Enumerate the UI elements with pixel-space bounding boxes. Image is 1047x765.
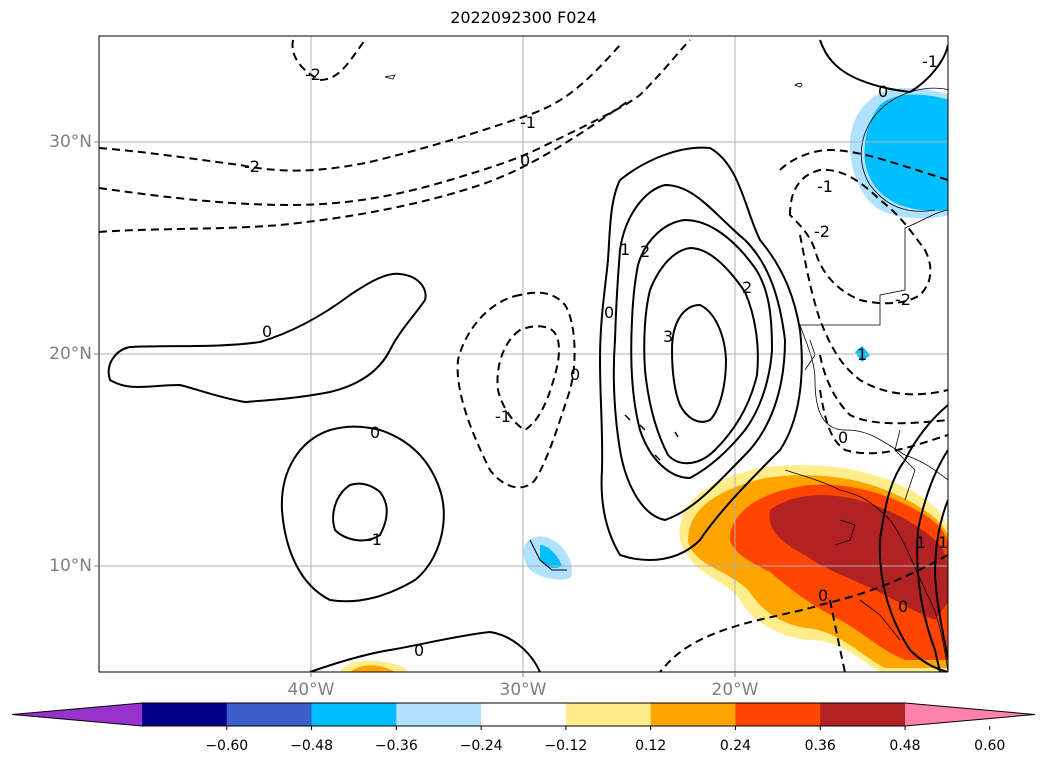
colorbar-tick-label: −0.48 [290, 738, 333, 754]
colorbar-segment [226, 703, 313, 726]
colorbar-tick-label: 0.12 [635, 738, 667, 754]
axis-ticks [94, 141, 736, 677]
contour-label: 0 [370, 423, 380, 442]
contour-label: -1 [922, 52, 938, 71]
contour-label: 1 [620, 240, 630, 259]
contour-label: -1 [495, 407, 511, 426]
contour-label: 3 [663, 327, 673, 346]
zero-positive-contours [107, 39, 948, 672]
contour-label: 1 [916, 533, 926, 552]
lon-label-30w: 30°W [499, 680, 547, 700]
colorbar-extend-low [12, 703, 142, 726]
colorbar-segment [565, 703, 652, 726]
contour-label: 1 [938, 533, 948, 552]
colorbar-tick-label: 0.48 [889, 738, 921, 754]
shade-neg-small-b [540, 545, 562, 568]
colorbar-segment [820, 703, 906, 726]
contour-label: 2 [640, 242, 650, 261]
contour-label: -2 [305, 65, 321, 84]
contour-label: -1 [366, 530, 382, 549]
contour-label: 0 [262, 322, 272, 341]
shade-0.48 [769, 495, 948, 620]
contour-label: 0 [818, 586, 828, 605]
plot-area [99, 36, 948, 672]
colorbar-segment [735, 703, 821, 726]
colorbar-outline [11, 702, 1036, 727]
contour-labels: -2 -2 -1 0 -1 0 -2 -1 -2 0 1 0 0 0 -1 0 … [244, 52, 948, 660]
contour-label: 0 [570, 365, 580, 384]
contour-label: 0 [878, 82, 888, 101]
contour-label: -2 [895, 290, 911, 309]
contour-label: -2 [244, 157, 260, 176]
colorbar-tick-label: −0.36 [374, 738, 418, 754]
lon-label-20w: 20°W [711, 680, 759, 700]
colorbar-tick-label: −0.24 [459, 738, 503, 754]
colorbar-tick-label: 0.60 [974, 738, 1006, 754]
contour-label: 0 [838, 428, 848, 447]
contour-label: 0 [604, 303, 614, 322]
contour-label: 2 [742, 278, 752, 297]
colorbar-segment [142, 703, 228, 726]
shade-0.24-small [350, 665, 395, 672]
colorbar-tick-label: 0.24 [719, 738, 752, 754]
contour-label: -2 [814, 222, 830, 241]
contour-label: 0 [414, 641, 424, 660]
negative-contours [99, 39, 948, 672]
negative-anomaly-shading [523, 88, 948, 580]
lat-label-10n: 10°N [49, 556, 92, 576]
lon-label-40w: 40°W [287, 680, 335, 700]
contour-label: -1 [520, 113, 536, 132]
map-title: 2022092300 F024 [450, 8, 597, 27]
colorbar-extend-high [905, 703, 1035, 726]
colorbar-segment [650, 703, 736, 726]
colorbar-segment [396, 703, 482, 726]
colorbar-segment [311, 703, 397, 726]
colorbar-tick-label: −0.60 [205, 738, 249, 754]
graticule [99, 36, 948, 672]
contour-label: -1 [817, 177, 833, 196]
colorbar-segment [481, 703, 567, 726]
lat-label-20n: 20°N [49, 344, 92, 364]
shade-neg-0.24 [864, 94, 948, 211]
contour-label: 1 [857, 345, 867, 364]
colorbar-tick-label: −0.12 [544, 738, 588, 754]
colorbar-tick-label: 0.36 [804, 738, 836, 754]
contour-label: 0 [520, 151, 530, 170]
lat-label-30n: 30°N [49, 132, 92, 152]
contour-label: 0 [898, 597, 908, 616]
colorbar [11, 702, 1036, 730]
